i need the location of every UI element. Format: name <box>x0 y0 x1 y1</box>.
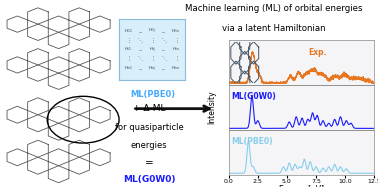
Text: $\vdots$: $\vdots$ <box>174 55 178 63</box>
Text: $\ddots$: $\ddots$ <box>137 55 143 63</box>
Text: + Δ-ML: + Δ-ML <box>133 104 166 113</box>
Text: $\vdots$: $\vdots$ <box>174 36 178 45</box>
Text: ...: ... <box>138 66 143 70</box>
Text: ...: ... <box>138 47 143 52</box>
Text: $\vdots$: $\vdots$ <box>150 55 155 63</box>
Text: ...: ... <box>162 29 166 33</box>
Text: ...: ... <box>138 29 143 33</box>
Text: $\vdots$: $\vdots$ <box>150 36 155 45</box>
Text: ML(G0W0): ML(G0W0) <box>232 92 276 101</box>
Text: $H_{i1}$: $H_{i1}$ <box>124 46 132 53</box>
Text: Intensity: Intensity <box>207 91 216 124</box>
Text: Machine learning (ML) of orbital energies: Machine learning (ML) of orbital energie… <box>185 4 363 13</box>
Text: $H_{11}$: $H_{11}$ <box>124 27 133 35</box>
Text: via a latent Hamiltonian: via a latent Hamiltonian <box>222 24 326 33</box>
Text: $H_{nj}$: $H_{nj}$ <box>148 64 156 73</box>
Text: $H_{ij}$: $H_{ij}$ <box>149 45 156 54</box>
Text: $H_{1n}$: $H_{1n}$ <box>172 27 180 35</box>
Text: $\vdots$: $\vdots$ <box>126 55 131 63</box>
Text: $H_{1j}$: $H_{1j}$ <box>148 27 156 36</box>
Text: $H_{nn}$: $H_{nn}$ <box>172 64 180 72</box>
Text: Exp.: Exp. <box>309 47 327 56</box>
Text: $\ddots$: $\ddots$ <box>161 36 167 45</box>
Text: $\ddots$: $\ddots$ <box>137 36 143 45</box>
Text: ...: ... <box>162 66 166 70</box>
X-axis label: Energy [eV]: Energy [eV] <box>279 185 324 187</box>
Text: $H_{n1}$: $H_{n1}$ <box>124 64 133 72</box>
Text: $\vdots$: $\vdots$ <box>126 36 131 45</box>
Text: =: = <box>145 158 154 168</box>
Text: energies: energies <box>131 141 167 150</box>
Text: ML(PBE0): ML(PBE0) <box>232 137 273 146</box>
Text: ML(G0W0): ML(G0W0) <box>123 175 175 184</box>
Text: ...: ... <box>162 47 166 52</box>
Text: $H_{in}$: $H_{in}$ <box>172 46 180 53</box>
Text: for quasiparticle: for quasiparticle <box>115 123 184 132</box>
Text: $\ddots$: $\ddots$ <box>161 55 167 63</box>
Text: ML(PBE0): ML(PBE0) <box>130 90 176 99</box>
